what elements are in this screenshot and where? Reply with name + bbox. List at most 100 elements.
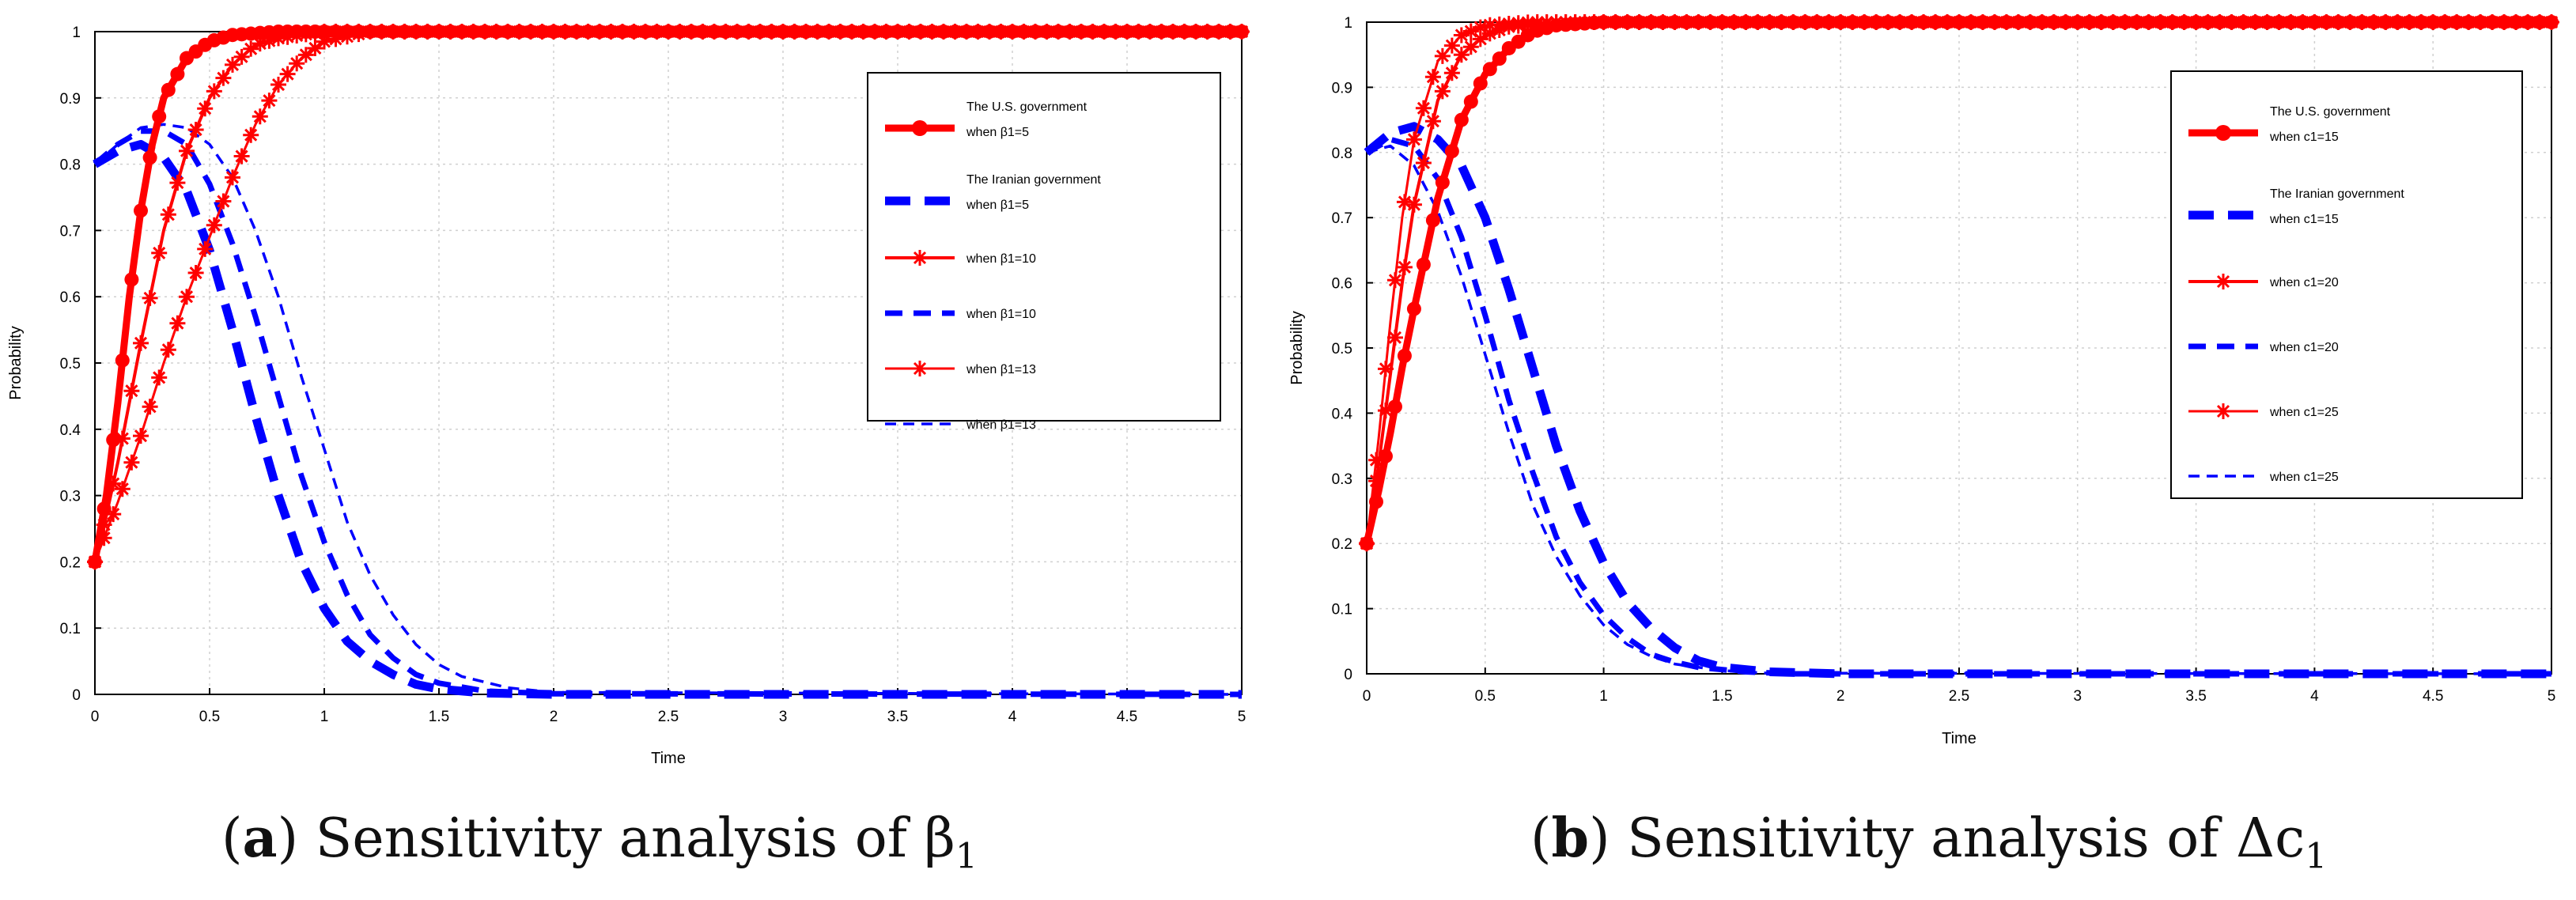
x-tick-label: 1.5 xyxy=(429,709,449,725)
data-point xyxy=(2544,15,2559,29)
chart-a: 0 0.5 1 1.5 2 2.5 3 3.5 4 4.5 5 0 0.1 0.2 0.3 0.4 0.5 0.6… xyxy=(7,24,1250,767)
data-point xyxy=(558,25,573,39)
data-point xyxy=(1367,452,1384,468)
data-point xyxy=(1425,213,1440,228)
data-point xyxy=(2319,15,2334,29)
data-point xyxy=(88,554,102,569)
caption-a-label: a xyxy=(242,807,278,870)
data-point xyxy=(2343,15,2358,29)
x-tick-label: 0.5 xyxy=(199,709,220,725)
data-point xyxy=(151,369,168,386)
x-tick-label: 1.5 xyxy=(1712,688,1732,705)
data-point xyxy=(1893,15,1908,29)
data-point xyxy=(2022,15,2037,29)
data-point xyxy=(1833,15,1848,29)
data-point xyxy=(993,25,1008,39)
data-point xyxy=(1679,15,1694,29)
data-point xyxy=(2438,15,2453,29)
chart-panel-b: 0 0.5 1 1.5 2 2.5 3 3.5 4 4.5 5 0 0.1 0.2 0.3 0.4 0.5 0.6… xyxy=(1288,0,2576,791)
series-5-iran xyxy=(93,123,1243,696)
data-point xyxy=(1108,25,1123,39)
data-point xyxy=(1406,301,1421,316)
data-point xyxy=(1463,94,1478,109)
data-point xyxy=(114,481,131,497)
data-point xyxy=(142,399,158,415)
data-point xyxy=(2129,15,2144,29)
data-point xyxy=(1378,448,1393,463)
x-tick-label: 2.5 xyxy=(1949,688,1969,705)
data-point xyxy=(1415,100,1432,116)
legend-sample-marker xyxy=(912,250,928,266)
caption-a-text: Sensitivity analysis of xyxy=(315,807,907,870)
data-point xyxy=(1786,15,1801,29)
data-point xyxy=(1415,154,1432,171)
data-point xyxy=(707,25,721,39)
data-point xyxy=(1424,69,1441,85)
data-point xyxy=(2473,15,2488,29)
data-point xyxy=(261,93,278,109)
data-point xyxy=(581,25,596,39)
data-point xyxy=(261,32,278,49)
data-point xyxy=(1074,25,1088,39)
data-point xyxy=(161,82,176,97)
data-point xyxy=(1727,15,1742,29)
data-point xyxy=(1085,25,1100,39)
data-point xyxy=(233,48,250,65)
data-point xyxy=(187,122,204,138)
y-tick-label: 0.4 xyxy=(60,422,81,439)
data-point xyxy=(1462,23,1479,40)
x-tick-label: 0.5 xyxy=(1475,688,1496,705)
y-tick-label: 0.6 xyxy=(60,289,81,306)
data-point xyxy=(661,25,675,39)
caption-a: (a) Sensitivity analysis of β1 xyxy=(221,807,978,877)
data-point xyxy=(1235,25,1249,39)
series-markers xyxy=(1360,15,2559,551)
data-point xyxy=(133,428,149,444)
data-point xyxy=(2414,15,2429,29)
data-point xyxy=(169,315,186,331)
data-point xyxy=(316,33,332,50)
data-point xyxy=(206,83,222,100)
data-point xyxy=(833,25,848,39)
data-point xyxy=(982,25,997,39)
data-point xyxy=(252,108,268,125)
series-line xyxy=(1365,136,2551,677)
data-point xyxy=(1454,112,1469,127)
data-point xyxy=(936,25,951,39)
data-point xyxy=(1881,15,1896,29)
data-point xyxy=(133,335,149,351)
legend-label: when c1=25 xyxy=(2269,406,2339,419)
legend-label-sub: when β1=5 xyxy=(966,199,1029,212)
data-point xyxy=(2212,15,2227,29)
data-point xyxy=(1062,25,1077,39)
data-point xyxy=(363,25,377,39)
data-point xyxy=(2283,15,2298,29)
series-0-us xyxy=(88,25,1249,569)
data-point xyxy=(1039,25,1054,39)
data-point xyxy=(2331,15,2346,29)
data-point xyxy=(1703,15,1718,29)
data-point xyxy=(1472,19,1488,36)
legend-label-sub: when c1=15 xyxy=(2269,130,2339,144)
data-point xyxy=(891,25,905,39)
data-point xyxy=(1905,15,1920,29)
legend-label: The Iranian government xyxy=(966,173,1101,187)
data-point xyxy=(1028,25,1042,39)
data-point xyxy=(455,25,469,39)
data-point xyxy=(1632,15,1647,29)
data-point xyxy=(787,25,802,39)
data-point xyxy=(810,25,825,39)
data-point xyxy=(1644,15,1659,29)
data-point xyxy=(1097,25,1111,39)
series-3-iran xyxy=(93,128,1243,698)
data-point xyxy=(2295,15,2310,29)
data-point xyxy=(535,25,550,39)
data-point xyxy=(879,25,894,39)
data-point xyxy=(2402,15,2417,29)
data-point xyxy=(187,265,204,282)
data-point xyxy=(243,127,259,143)
y-tick-label: 0.3 xyxy=(1332,471,1352,488)
data-point xyxy=(152,109,167,124)
data-point xyxy=(512,25,527,39)
data-point xyxy=(2307,15,2322,29)
